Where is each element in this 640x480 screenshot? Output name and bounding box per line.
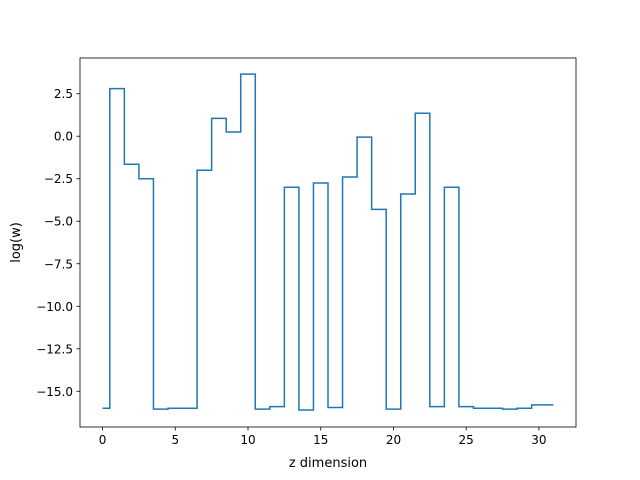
- plot-layer: [102, 73, 554, 411]
- y-tick-label: −5.0: [44, 215, 73, 229]
- y-tick-label: −2.5: [44, 172, 73, 186]
- x-tick-label: 25: [459, 433, 474, 447]
- x-tick-label: 30: [531, 433, 546, 447]
- x-tick-label: 0: [99, 433, 107, 447]
- y-tick-label: −12.5: [36, 342, 73, 356]
- x-axis: 0 5 10 15 20 25 30: [99, 427, 547, 447]
- y-tick-label: 2.5: [54, 87, 73, 101]
- x-tick-label: 5: [171, 433, 179, 447]
- y-tick-label: −10.0: [36, 300, 73, 314]
- y-tick-label: 0.0: [54, 130, 73, 144]
- x-tick-label: 10: [240, 433, 255, 447]
- y-axis-label: log(w): [9, 222, 24, 263]
- x-axis-label: z dimension: [289, 456, 367, 471]
- y-axis: 2.5 0.0 −2.5 −5.0 −7.5 −10.0 −12.5 −15.0: [36, 87, 80, 399]
- y-tick-label: −7.5: [44, 257, 73, 271]
- x-tick-label: 15: [313, 433, 328, 447]
- y-tick-label: −15.0: [36, 385, 73, 399]
- x-tick-label: 20: [386, 433, 401, 447]
- series-line-0: [102, 73, 554, 411]
- plot-frame: [79, 57, 577, 428]
